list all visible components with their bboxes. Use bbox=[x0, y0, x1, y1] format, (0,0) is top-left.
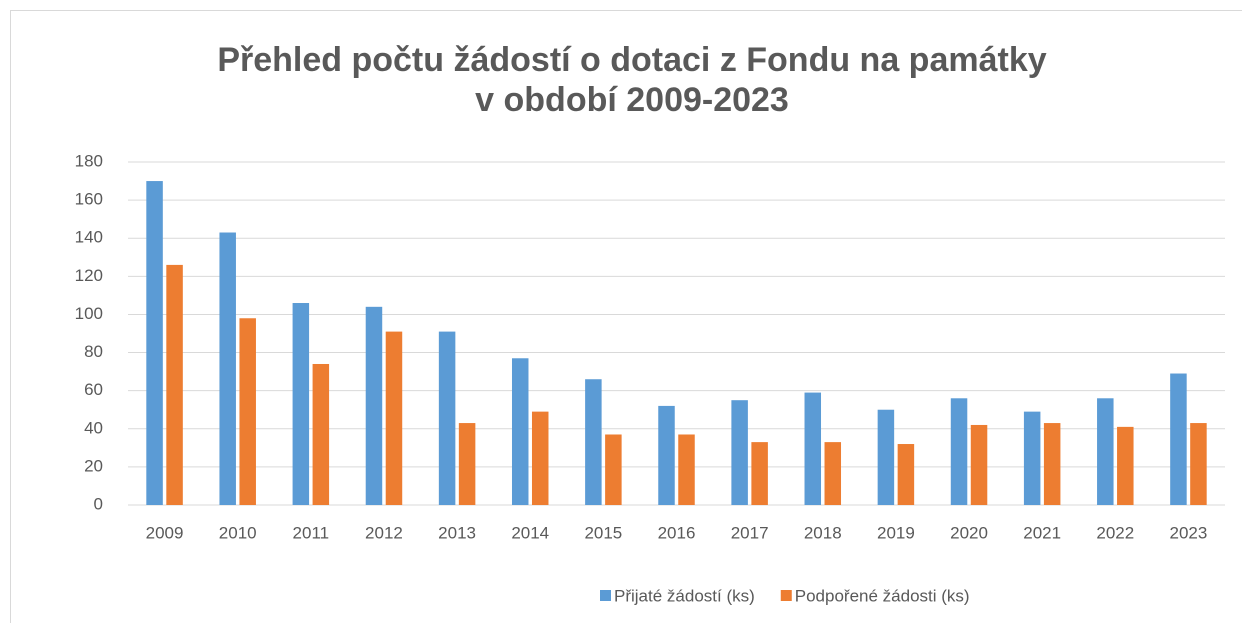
x-tick-label: 2019 bbox=[877, 523, 915, 542]
bar bbox=[1024, 412, 1041, 505]
y-tick-label: 140 bbox=[75, 228, 103, 247]
bar bbox=[439, 332, 456, 505]
x-tick-label: 2023 bbox=[1170, 523, 1208, 542]
x-tick-label: 2011 bbox=[293, 523, 330, 542]
y-tick-label: 100 bbox=[75, 304, 103, 323]
bar bbox=[585, 379, 602, 505]
x-tick-label: 2017 bbox=[731, 523, 769, 542]
x-tick-label: 2020 bbox=[950, 523, 988, 542]
chart-title: Přehled počtu žádostí o dotaci z Fondu n… bbox=[217, 41, 1046, 79]
x-tick-label: 2010 bbox=[219, 523, 257, 542]
legend-label: Přijaté žádostí (ks) bbox=[614, 586, 755, 605]
bar bbox=[386, 332, 403, 505]
bar bbox=[532, 412, 549, 505]
y-tick-label: 40 bbox=[84, 418, 103, 437]
y-tick-label: 180 bbox=[75, 151, 103, 170]
y-tick-label: 120 bbox=[75, 266, 103, 285]
x-tick-label: 2009 bbox=[146, 523, 184, 542]
y-tick-label: 60 bbox=[84, 380, 103, 399]
bar bbox=[1097, 398, 1114, 505]
x-tick-label: 2014 bbox=[511, 523, 549, 542]
bar bbox=[1044, 423, 1061, 505]
bar bbox=[1170, 374, 1187, 505]
bar bbox=[951, 398, 968, 505]
bar bbox=[293, 303, 310, 505]
x-tick-label: 2013 bbox=[438, 523, 476, 542]
bar bbox=[678, 434, 695, 505]
chart-title: v období 2009-2023 bbox=[475, 81, 789, 119]
bar bbox=[166, 265, 183, 505]
legend-swatch bbox=[600, 590, 611, 601]
y-tick-label: 80 bbox=[84, 342, 103, 361]
y-tick-label: 160 bbox=[75, 190, 103, 209]
legend-swatch bbox=[781, 590, 792, 601]
bar bbox=[239, 318, 256, 505]
y-tick-label: 20 bbox=[84, 456, 103, 475]
bar bbox=[146, 181, 163, 505]
bar bbox=[731, 400, 748, 505]
bar bbox=[313, 364, 330, 505]
bar bbox=[898, 444, 915, 505]
bar bbox=[878, 410, 895, 505]
x-tick-label: 2018 bbox=[804, 523, 842, 542]
bar bbox=[825, 442, 842, 505]
bar bbox=[605, 434, 622, 505]
bar bbox=[751, 442, 768, 505]
x-tick-label: 2015 bbox=[584, 523, 622, 542]
bar bbox=[219, 233, 236, 505]
bar bbox=[459, 423, 476, 505]
bar bbox=[1190, 423, 1207, 505]
y-tick-label: 0 bbox=[94, 494, 103, 513]
legend-label: Podpořené žádosti (ks) bbox=[795, 586, 970, 605]
bar bbox=[366, 307, 383, 505]
x-tick-label: 2012 bbox=[365, 523, 403, 542]
x-tick-label: 2022 bbox=[1096, 523, 1134, 542]
x-tick-label: 2021 bbox=[1023, 523, 1061, 542]
bar bbox=[805, 393, 822, 505]
bar bbox=[512, 358, 529, 505]
bar bbox=[1117, 427, 1134, 505]
x-tick-label: 2016 bbox=[658, 523, 696, 542]
bar bbox=[658, 406, 675, 505]
bar bbox=[971, 425, 988, 505]
